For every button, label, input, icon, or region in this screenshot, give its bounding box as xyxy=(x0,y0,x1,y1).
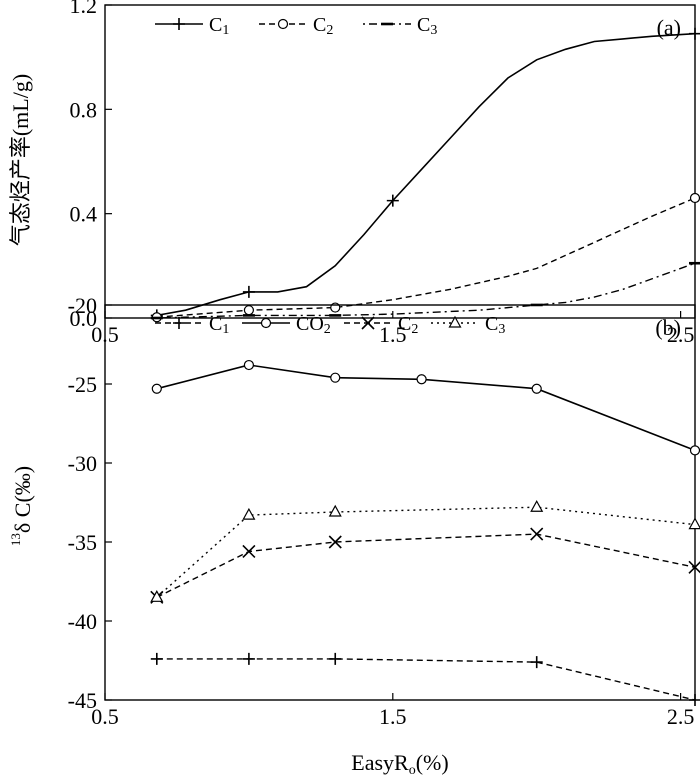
data-point xyxy=(329,652,342,665)
legend: C1 CO2 C2 C3 xyxy=(155,313,505,337)
series-co2 xyxy=(151,359,700,456)
data-point xyxy=(150,652,163,665)
data-point xyxy=(689,445,700,456)
data-point xyxy=(530,527,544,541)
y-tick-label: -20 xyxy=(68,293,97,318)
x-axis-title-subscript: o xyxy=(409,763,416,778)
data-point xyxy=(530,499,544,512)
series-c2 xyxy=(150,527,700,604)
plot-frame xyxy=(104,4,696,319)
y-tick-label: -35 xyxy=(68,530,97,555)
y-tick-label: 0.8 xyxy=(70,97,98,122)
series-line xyxy=(156,262,696,319)
series-c2 xyxy=(151,192,700,323)
y-tick-label: -25 xyxy=(68,372,97,397)
data-point xyxy=(242,285,255,298)
data-point xyxy=(416,374,427,385)
x-axis-title: EasyRo(%) xyxy=(351,750,448,778)
data-point xyxy=(688,517,700,530)
legend-marker xyxy=(173,317,185,329)
x-tick-label: 2.5 xyxy=(667,322,695,347)
y-axis-title-superscript: 13 xyxy=(8,533,23,546)
legend: C1 C2 C3 xyxy=(155,14,437,38)
legend-subscript: 3 xyxy=(430,23,437,38)
legend-subscript: 3 xyxy=(498,322,505,337)
y-tick-label: 1.2 xyxy=(70,0,98,18)
legend-subscript: 2 xyxy=(324,322,331,337)
y-tick-label: -30 xyxy=(68,451,97,476)
data-point xyxy=(242,507,256,520)
data-point xyxy=(330,372,341,383)
y-tick-label: 0.4 xyxy=(70,202,98,227)
x-tick-label: 1.5 xyxy=(379,322,407,347)
legend-name: C xyxy=(417,14,430,36)
y-tick-label: -45 xyxy=(68,688,97,713)
y-tick-label: -40 xyxy=(68,609,97,634)
x-axis-title-unit: (%) xyxy=(416,750,449,775)
series-c3 xyxy=(150,261,700,320)
data-point xyxy=(530,656,543,669)
legend-name: C xyxy=(485,313,498,335)
legend-subscript: 2 xyxy=(326,23,333,38)
legend-marker xyxy=(361,316,375,330)
series-line xyxy=(156,197,696,318)
y-tick-label: 0.0 xyxy=(70,306,98,331)
y-axis-title-a: 气态烃产率(mL/g) xyxy=(8,74,33,246)
data-point xyxy=(328,504,342,517)
series-c3 xyxy=(150,499,700,602)
legend-name: CO xyxy=(296,313,324,335)
panel-label: (b) xyxy=(655,315,681,340)
data-point xyxy=(150,590,164,602)
x-tick-label: 2.5 xyxy=(667,704,695,729)
series-line xyxy=(156,364,696,452)
legend-name: C xyxy=(313,14,326,36)
x-tick-label: 1.5 xyxy=(379,704,407,729)
series-c1 xyxy=(150,652,700,706)
legend-label: C1 xyxy=(209,14,229,38)
legend-label: C3 xyxy=(485,313,505,337)
series-line xyxy=(156,506,696,598)
data-point xyxy=(242,544,256,559)
series-c1 xyxy=(150,27,700,322)
data-point xyxy=(386,194,399,207)
data-point xyxy=(689,192,700,204)
legend-marker xyxy=(448,315,462,328)
x-tick-label: 0.5 xyxy=(91,704,119,729)
data-point xyxy=(689,27,700,40)
legend-name: C xyxy=(209,313,222,335)
data-point xyxy=(151,383,162,394)
legend-subscript: 1 xyxy=(222,322,229,337)
panel-a-chart: 0.5 1.5 2.50.00.40.81.2C1 C2 C3 (a)气态烃产率(mL/g… xyxy=(8,0,700,347)
legend-marker xyxy=(173,18,185,30)
plot-frame xyxy=(104,304,696,701)
data-point xyxy=(688,560,700,574)
legend-label: C2 xyxy=(398,313,418,337)
data-point xyxy=(243,305,255,316)
series-line xyxy=(156,533,696,598)
legend-marker xyxy=(277,18,289,30)
legend-name: C xyxy=(209,14,222,36)
legend-label: C3 xyxy=(417,14,437,38)
data-point xyxy=(242,652,255,665)
data-point xyxy=(689,694,700,706)
y-axis-title-text: δ C(‰) xyxy=(10,466,35,533)
panel-label: (a) xyxy=(657,15,681,40)
data-point xyxy=(531,383,542,394)
legend-label: C2 xyxy=(313,14,333,38)
legend-label: C1 xyxy=(209,313,229,337)
data-point xyxy=(243,359,255,371)
data-point xyxy=(328,535,342,549)
legend-name: C xyxy=(398,313,411,335)
y-axis-title-b: 13δ C(‰) xyxy=(8,466,35,546)
legend-subscript: 2 xyxy=(411,322,418,337)
series-line xyxy=(156,32,696,317)
series-line xyxy=(156,658,696,701)
legend-subscript: 1 xyxy=(222,23,229,38)
legend-marker xyxy=(260,317,272,329)
legend-label: CO2 xyxy=(296,313,331,337)
x-axis-title-text: EasyR xyxy=(351,750,409,775)
